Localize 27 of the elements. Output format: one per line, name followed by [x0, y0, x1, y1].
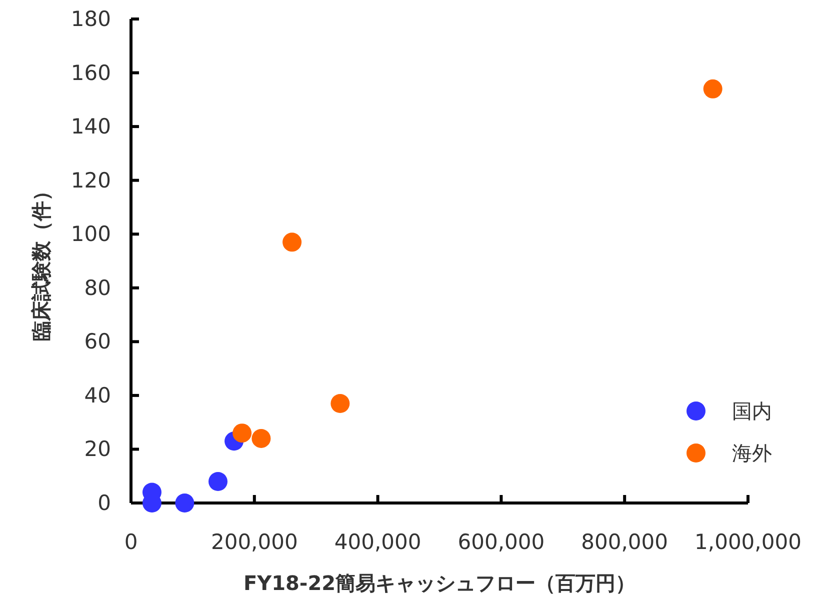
y-tick-label: 180: [70, 7, 111, 31]
y-tick-label: 80: [84, 276, 111, 300]
point: [208, 472, 228, 491]
x-tick-label: 0: [124, 530, 138, 554]
x-axis-title: FY18-22簡易キャッシュフロー（百万円）: [243, 571, 636, 595]
y-tick-label: 100: [70, 222, 111, 246]
point: [252, 428, 271, 448]
x-tick-label: 1,000,000: [694, 530, 802, 554]
point: [282, 232, 302, 252]
x-tick-label: 400,000: [334, 530, 422, 554]
y-axis-title: 臨床試験数（件）: [29, 181, 53, 341]
x-tick-label: 200,000: [210, 530, 298, 554]
point: [175, 494, 194, 512]
point: [232, 424, 252, 443]
point: [703, 79, 722, 98]
y-tick-label: 0: [98, 491, 111, 515]
y-tick-label: 160: [70, 60, 111, 85]
y-tick-label: 40: [84, 383, 111, 408]
x-tick-label: 800,000: [581, 530, 668, 554]
point: [330, 394, 350, 414]
legend-label: 海外: [732, 441, 772, 465]
legend-label: 国内: [732, 399, 772, 423]
y-tick-label: 20: [84, 437, 111, 462]
y-tick-label: 120: [70, 168, 111, 192]
y-tick-label: 140: [70, 114, 111, 139]
y-tick-label: 60: [84, 330, 111, 354]
x-tick-label: 600,000: [458, 530, 545, 554]
